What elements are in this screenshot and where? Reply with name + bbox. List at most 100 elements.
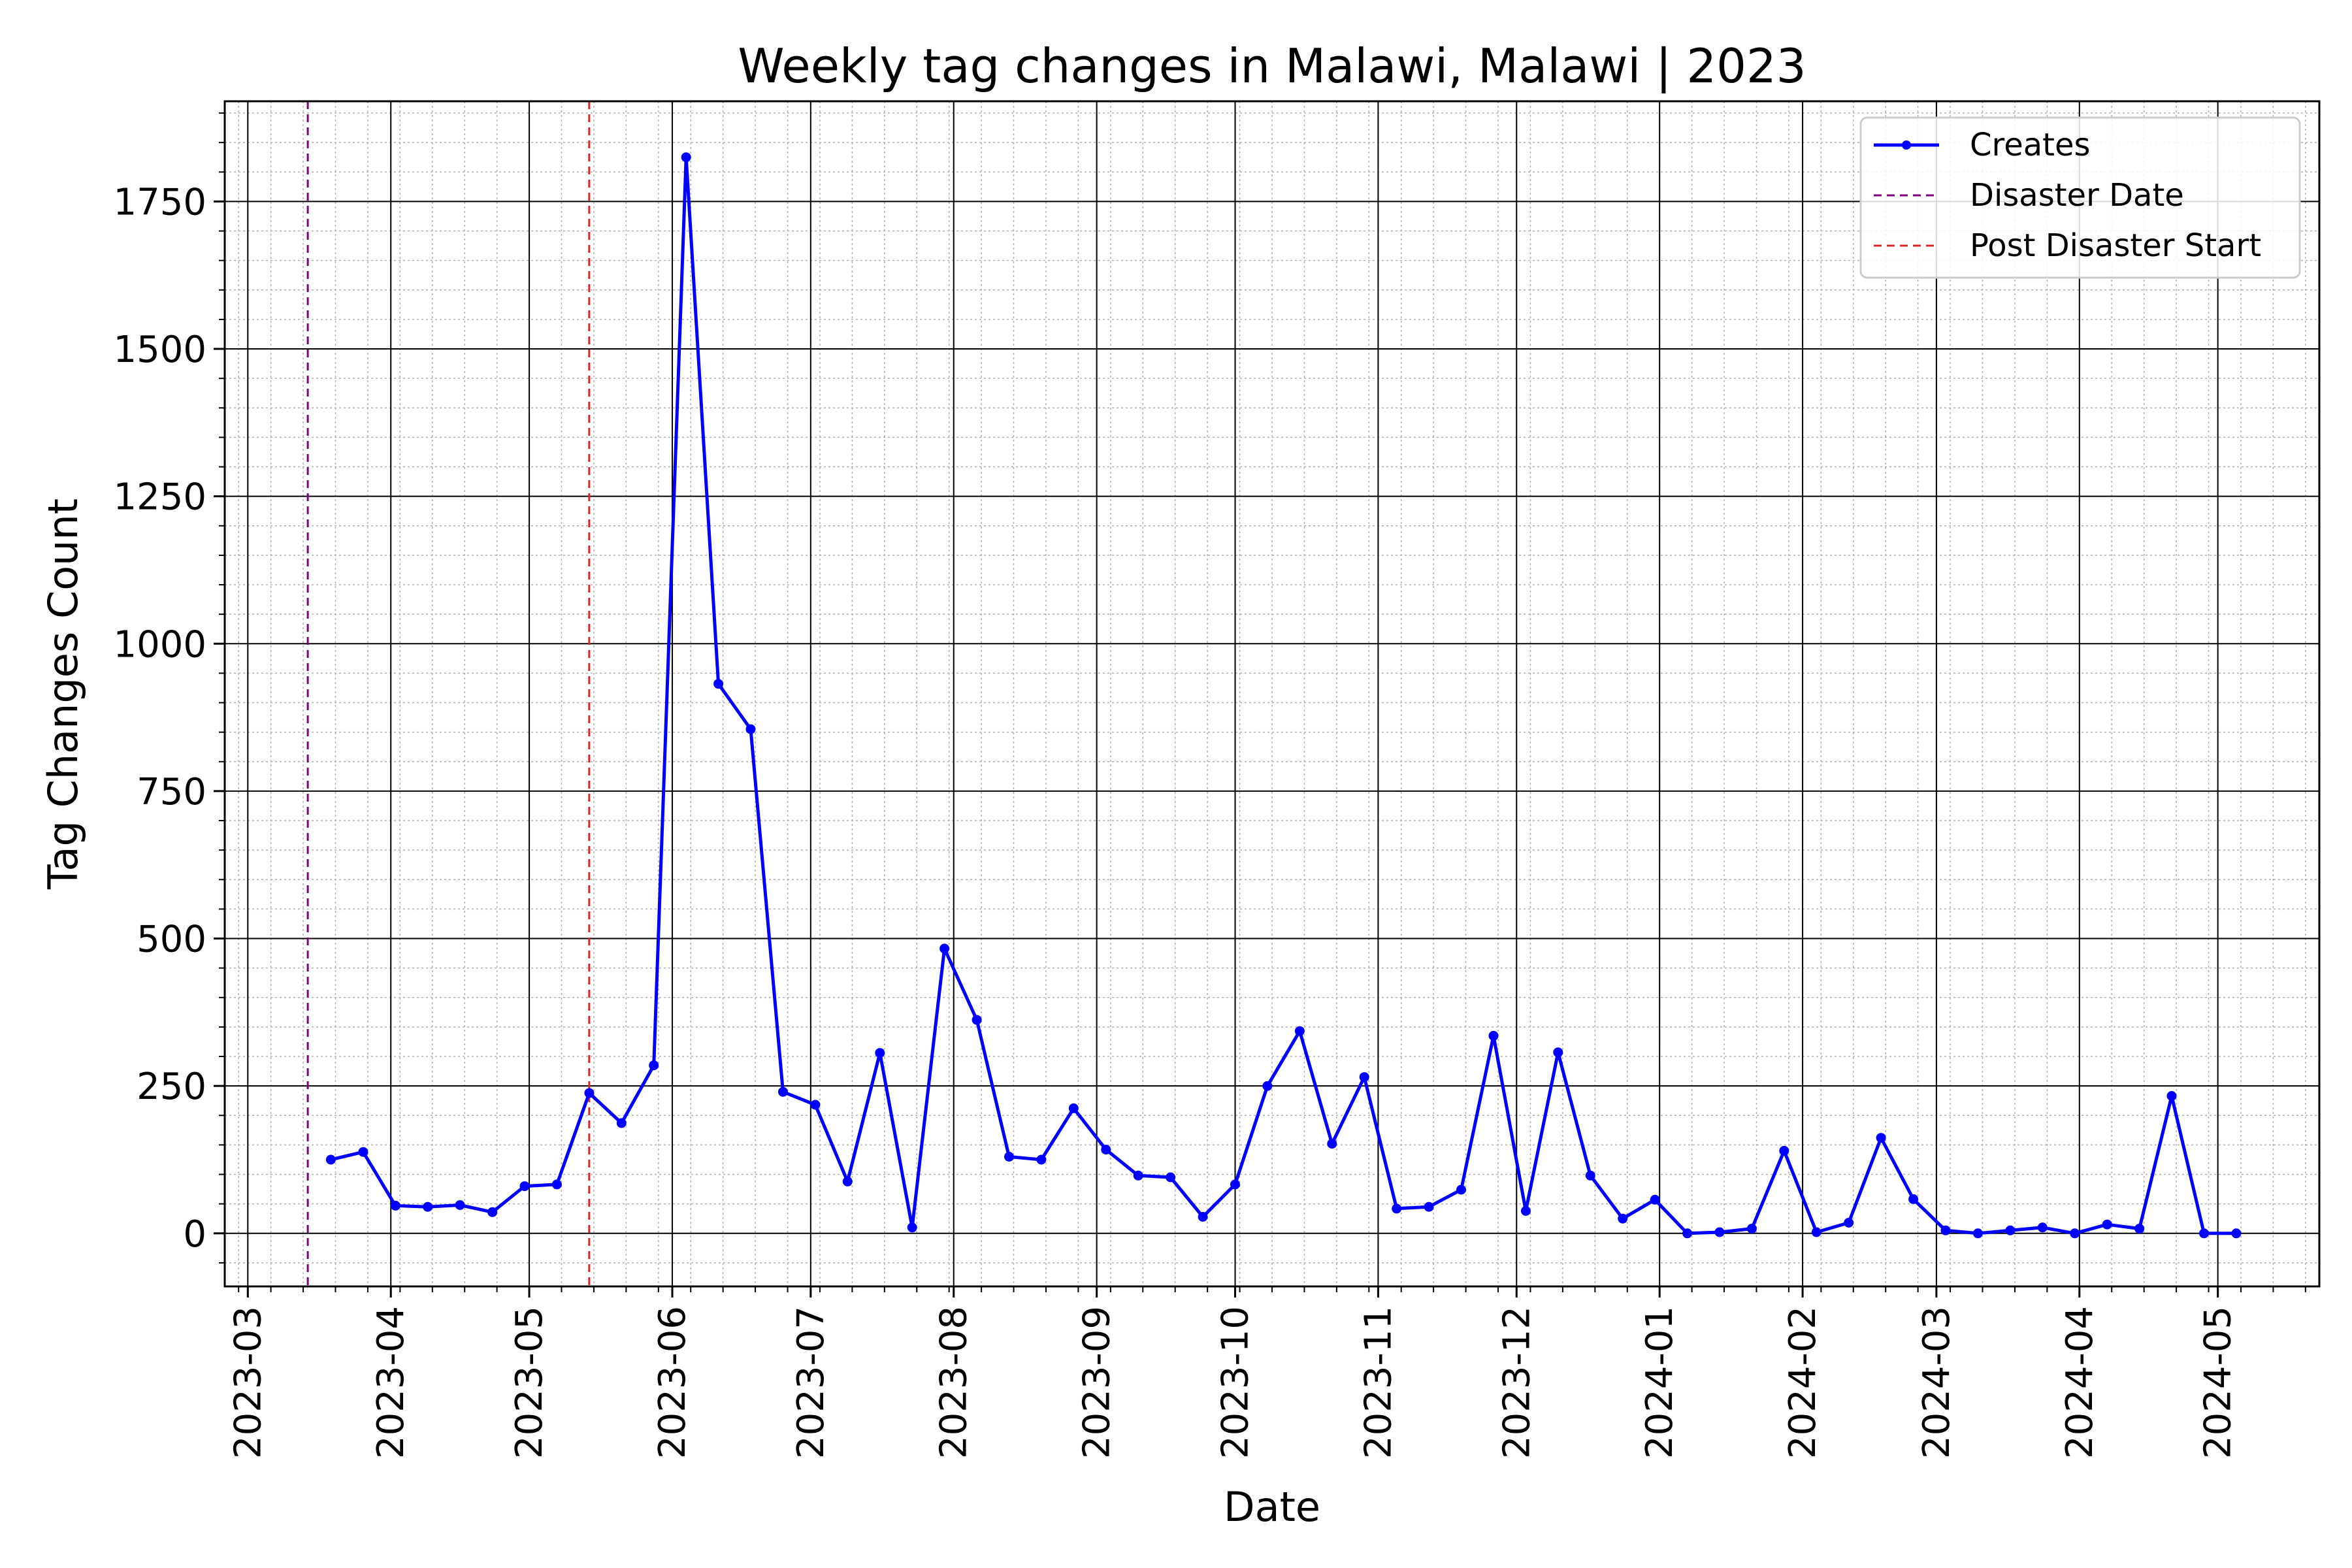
data-point (1133, 1170, 1143, 1181)
data-point (2199, 1228, 2209, 1239)
legend-disaster-date-label: Disaster Date (1970, 177, 2184, 214)
data-point (2166, 1091, 2177, 1101)
data-point (907, 1222, 917, 1233)
data-point (1359, 1072, 1369, 1083)
x-tick-label: 2023-12 (1495, 1306, 1538, 1459)
series-layer (325, 152, 2242, 1239)
x-tick-label: 2023-10 (1215, 1306, 1257, 1459)
legend-creates-marker (1902, 140, 1911, 150)
data-point (1811, 1227, 1821, 1237)
data-point (519, 1181, 530, 1192)
x-tick-label: 2023-08 (933, 1306, 975, 1459)
data-point (1456, 1184, 1466, 1195)
data-point (810, 1100, 821, 1110)
chart-title: Weekly tag changes in Malawi, Malawi | 2… (738, 39, 1806, 94)
legend-creates-label: Creates (1970, 127, 2091, 163)
data-point (2102, 1219, 2112, 1230)
data-point (1779, 1145, 1789, 1156)
tick-labels: 2023-03 2023-04 2023-05 2023-06 2023-07 2023-… (113, 181, 2239, 1459)
data-point (1294, 1026, 1305, 1036)
data-point (455, 1200, 465, 1210)
y-tick-label: 1750 (113, 181, 206, 223)
minor-grid (225, 101, 2319, 1286)
data-point (875, 1048, 885, 1058)
series-line-creates (330, 155, 2236, 1235)
x-tick-label: 2024-05 (2197, 1306, 2240, 1459)
y-tick-label: 1000 (113, 623, 206, 666)
data-point (1424, 1201, 1434, 1212)
x-tick-label: 2024-04 (2059, 1306, 2101, 1459)
data-point (1876, 1133, 1886, 1143)
data-point (1585, 1170, 1595, 1181)
x-tick-label: 2023-11 (1357, 1306, 1399, 1459)
x-axis-title: Date (1224, 1483, 1320, 1531)
major-grid (225, 101, 2319, 1286)
x-tick-label: 2024-02 (1782, 1306, 1824, 1459)
data-point (1392, 1203, 1402, 1214)
data-point (1650, 1194, 1660, 1205)
data-point (551, 1179, 562, 1190)
y-tick-label: 0 (183, 1213, 206, 1256)
data-point (1166, 1172, 1176, 1183)
data-point (939, 943, 950, 954)
legend-box (1859, 116, 2301, 279)
legend: Creates Disaster Date Post Disaster Star… (1859, 116, 2301, 279)
data-point (1198, 1212, 1208, 1222)
data-point (649, 1060, 659, 1071)
data-point (1844, 1218, 1854, 1228)
data-point (713, 679, 724, 689)
data-point (616, 1118, 627, 1128)
legend-post-disaster-label: Post Disaster Start (1970, 227, 2261, 264)
y-tick-label: 1500 (113, 329, 206, 371)
data-point (1972, 1228, 1983, 1239)
data-point (1908, 1194, 1919, 1204)
data-point (2231, 1228, 2242, 1239)
data-point (1262, 1081, 1273, 1091)
data-point (1230, 1179, 1240, 1190)
data-point (1682, 1228, 1693, 1239)
data-point (842, 1176, 853, 1186)
x-tick-label: 2024-03 (1916, 1306, 1958, 1459)
data-point (2070, 1228, 2080, 1239)
x-tick-label: 2023-03 (227, 1306, 269, 1459)
x-tick-label: 2023-04 (370, 1306, 412, 1459)
data-point (325, 1154, 336, 1165)
data-point (1746, 1224, 1757, 1234)
data-point (1520, 1206, 1531, 1216)
data-point (390, 1200, 400, 1211)
data-point (2134, 1224, 2145, 1234)
y-tick-label: 750 (137, 771, 206, 813)
data-point (2005, 1225, 2016, 1235)
y-tick-label: 1250 (113, 476, 206, 519)
y-tick-label: 500 (137, 919, 206, 961)
data-point (1618, 1213, 1628, 1224)
data-point (1004, 1152, 1014, 1162)
data-point (358, 1147, 368, 1157)
data-point (681, 152, 691, 163)
data-point (584, 1088, 595, 1098)
data-point (1068, 1103, 1079, 1113)
x-tick-label: 2023-07 (790, 1306, 832, 1459)
x-tick-label: 2023-09 (1076, 1306, 1119, 1459)
data-point (1714, 1227, 1725, 1237)
data-point (1940, 1225, 1951, 1235)
data-point (1488, 1030, 1499, 1041)
data-point (1553, 1047, 1563, 1058)
data-point (1327, 1139, 1337, 1149)
data-point (1101, 1145, 1111, 1155)
data-point (972, 1015, 982, 1025)
x-tick-label: 2024-01 (1639, 1306, 1681, 1459)
y-axis-title: Tag Changes Count (39, 498, 87, 890)
data-point (487, 1207, 498, 1217)
y-tick-label: 250 (137, 1066, 206, 1108)
data-point (778, 1086, 788, 1097)
data-point (423, 1201, 433, 1212)
x-tick-label: 2023-05 (508, 1306, 551, 1459)
data-point (745, 724, 756, 734)
axis-ticks (214, 112, 2306, 1298)
x-tick-label: 2023-06 (651, 1306, 694, 1459)
data-point (2037, 1222, 2048, 1233)
data-point (1036, 1154, 1047, 1165)
